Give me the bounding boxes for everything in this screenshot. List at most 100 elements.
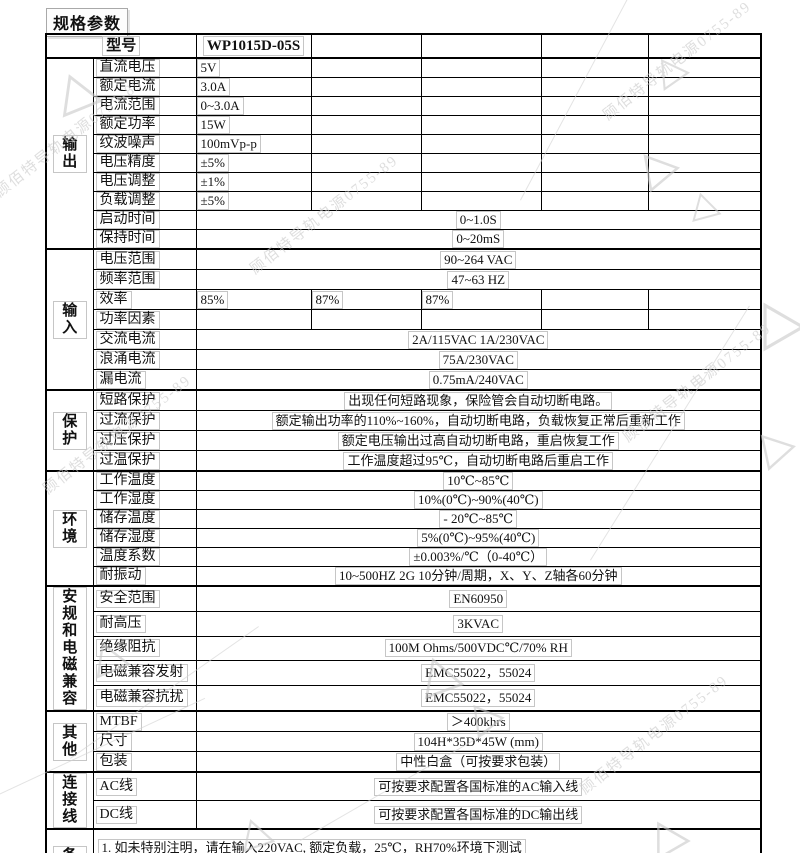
row-label: 短路保护 xyxy=(95,391,160,410)
row-label: MTBF xyxy=(95,712,142,731)
row-value: 10℃~85℃ xyxy=(443,472,514,490)
table-row: 输入 电压范围 90~264 VAC xyxy=(45,248,762,391)
value-cell xyxy=(540,289,649,310)
row-value-cell: 10%(0℃)~90%(40℃) xyxy=(195,490,762,510)
row-value: - 20℃~85℃ xyxy=(439,510,518,528)
page-title-text: 规格参数 xyxy=(53,16,122,33)
category-cell: 输入 xyxy=(45,248,94,391)
row-label: 过温保护 xyxy=(95,451,160,470)
row-label-cell: 电磁兼容发射 xyxy=(92,660,197,687)
row-label: 储存湿度 xyxy=(95,529,160,547)
table-row: 过温保护 工作温度超过95℃，自动切断电路后重启工作 xyxy=(46,450,762,472)
row-value-cell: 10℃~85℃ xyxy=(195,470,762,491)
value-cell xyxy=(647,309,762,330)
value-cell: ±5% xyxy=(195,191,312,211)
table-row: 输出 直流电压 5V xyxy=(45,57,762,250)
value-cell: 87% xyxy=(310,289,422,310)
category-label: 连接线 xyxy=(52,774,87,828)
row-value: EMC55022，55024 xyxy=(421,689,536,708)
row-label: 纹波噪声 xyxy=(95,135,160,153)
empty-header-cell xyxy=(420,33,542,59)
value-cell xyxy=(310,115,422,135)
row-label: 保持时间 xyxy=(95,230,160,248)
row-label: 过压保护 xyxy=(95,431,160,450)
row-value-cell: 可按要求配置各国标准的AC输入线 xyxy=(195,771,762,801)
category-label: 输入 xyxy=(52,300,87,339)
table-row: 功率因素 xyxy=(46,309,762,330)
value-cell xyxy=(647,153,762,173)
table-row: 环境 工作温度 10℃~85℃ xyxy=(45,470,762,587)
row-value-cell: EMC55022，55024 xyxy=(195,660,762,687)
value-cell xyxy=(310,96,422,116)
row-value: 90~264 VAC xyxy=(440,250,517,269)
table-row: 交流电流 2A/115VAC 1A/230VAC xyxy=(46,329,762,350)
table-row: 保持时间 0~20mS xyxy=(46,229,762,250)
row-value-cell: - 20℃~85℃ xyxy=(195,509,762,529)
cell-value: 87% xyxy=(312,290,344,309)
table-row: 电流范围 0~3.0A xyxy=(46,96,762,116)
row-label-cell: 功率因素 xyxy=(92,309,197,330)
row-label: 直流电压 xyxy=(95,59,160,77)
value-cell: ±1% xyxy=(195,172,312,192)
row-label: DC线 xyxy=(95,805,137,824)
notes-cell: 1. 如未特别注明，请在输入220VAC, 额定负载，25℃，RH70%环境下测… xyxy=(92,828,762,853)
category-label: 安规和电磁兼容 xyxy=(52,588,87,710)
table-row: 耐高压 3KVAC xyxy=(46,610,762,637)
row-value: 可按要求配置各国标准的DC输出线 xyxy=(374,805,583,824)
row-label-cell: 漏电流 xyxy=(92,369,197,391)
table-row: 耐振动 10~500HZ 2G 10分钟/周期，X、Y、Z轴各60分钟 xyxy=(46,566,762,587)
value-cell xyxy=(540,115,649,135)
value-cell: 15W xyxy=(195,115,312,135)
value-cell xyxy=(310,134,422,154)
row-value: 0~1.0S xyxy=(455,211,501,229)
row-label-cell: 耐振动 xyxy=(92,566,197,587)
row-value: EMC55022，55024 xyxy=(421,664,536,683)
value-cell xyxy=(310,191,422,211)
value-cell xyxy=(420,115,542,135)
row-value-cell: ±0.003%/℃（0-40℃） xyxy=(195,547,762,567)
category-cell: 其他 xyxy=(45,710,94,773)
category-label: 环境 xyxy=(52,509,87,548)
value-cell: 100mVp-p xyxy=(195,134,312,154)
table-row: 工作湿度 10%(0℃)~90%(40℃) xyxy=(46,490,762,510)
row-value: EN60950 xyxy=(449,589,508,608)
model-value: WP1015D-05S xyxy=(202,36,305,56)
value-cell xyxy=(647,115,762,135)
empty-header-cell xyxy=(310,33,422,59)
cell-value: ±5% xyxy=(197,192,229,210)
value-cell xyxy=(420,134,542,154)
row-label-cell: MTBF xyxy=(92,710,197,732)
row-value: 额定输出功率的110%~160%，自动切断电路，负载恢复正常后重新工作 xyxy=(271,411,685,430)
table-row: 储存温度 - 20℃~85℃ xyxy=(46,509,762,529)
row-label-cell: 安全范围 xyxy=(92,584,197,612)
row-label: 耐振动 xyxy=(95,567,146,585)
value-cell xyxy=(647,191,762,211)
row-label: 耐高压 xyxy=(95,614,146,633)
row-value: 3KVAC xyxy=(453,614,504,633)
row-label-cell: 过流保护 xyxy=(92,410,197,431)
value-cell xyxy=(310,57,422,78)
table-row: 尺寸 104H*35D*45W (mm) xyxy=(46,731,762,752)
row-label-cell: 电压范围 xyxy=(92,248,197,270)
row-value-cell: 5%(0℃)~95%(40℃) xyxy=(195,528,762,548)
value-cell xyxy=(310,309,422,330)
row-value-cell: ＞400khrs xyxy=(195,710,762,732)
empty-header-cell xyxy=(647,33,762,59)
row-value-cell: 额定输出功率的110%~160%，自动切断电路，负载恢复正常后重新工作 xyxy=(195,410,762,431)
category-cell: 保护 xyxy=(45,389,94,472)
row-label: 绝缘阻抗 xyxy=(95,639,160,658)
category-cell: 安规和电磁兼容 xyxy=(45,585,94,712)
category-cell: 连接线 xyxy=(45,771,94,830)
value-cell xyxy=(647,77,762,97)
row-label-cell: 温度系数 xyxy=(92,547,197,567)
row-label-cell: 储存湿度 xyxy=(92,528,197,548)
table-row: 额定功率 15W xyxy=(46,115,762,135)
row-value: 104H*35D*45W (mm) xyxy=(413,732,543,751)
table-row: 绝缘阻抗 100M Ohms/500VDC℃/70% RH xyxy=(46,635,762,662)
table-row: 电压精度 ±5% xyxy=(46,153,762,173)
row-value-cell: 90~264 VAC xyxy=(195,248,762,270)
row-label: 过流保护 xyxy=(95,411,160,430)
row-label: 交流电流 xyxy=(95,330,160,349)
row-label-cell: 保持时间 xyxy=(92,229,197,250)
row-label-cell: 效率 xyxy=(92,289,197,310)
